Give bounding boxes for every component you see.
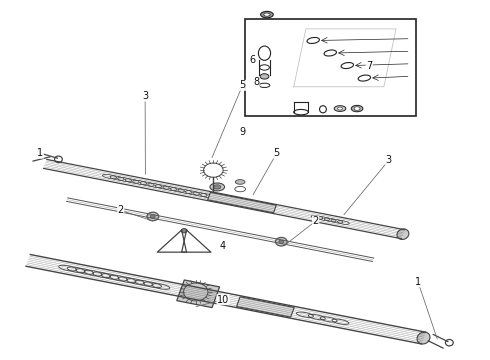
Ellipse shape — [181, 229, 187, 233]
Ellipse shape — [279, 240, 284, 243]
Text: 7: 7 — [366, 61, 372, 71]
Ellipse shape — [261, 12, 273, 18]
Polygon shape — [208, 192, 276, 213]
Ellipse shape — [264, 13, 270, 16]
Text: 1: 1 — [37, 148, 44, 158]
Text: 9: 9 — [240, 127, 245, 137]
Text: 3: 3 — [142, 91, 148, 101]
Ellipse shape — [351, 105, 363, 112]
Ellipse shape — [417, 332, 430, 344]
Ellipse shape — [354, 107, 360, 111]
Text: 5: 5 — [273, 148, 280, 158]
Text: 5: 5 — [240, 80, 245, 90]
Polygon shape — [237, 297, 294, 317]
Ellipse shape — [397, 229, 409, 239]
Ellipse shape — [275, 238, 287, 246]
Ellipse shape — [235, 180, 245, 184]
Ellipse shape — [334, 106, 346, 111]
Ellipse shape — [210, 183, 224, 191]
Ellipse shape — [338, 107, 343, 110]
Ellipse shape — [214, 185, 221, 189]
Text: 4: 4 — [220, 241, 226, 251]
Text: 8: 8 — [253, 77, 259, 87]
Ellipse shape — [150, 215, 155, 218]
Text: 2: 2 — [118, 205, 124, 215]
Text: 3: 3 — [386, 156, 392, 165]
Ellipse shape — [147, 212, 159, 221]
Text: 2: 2 — [313, 216, 319, 226]
Text: 10: 10 — [217, 295, 229, 305]
Ellipse shape — [260, 74, 269, 79]
Bar — [245, 19, 416, 116]
Text: 1: 1 — [415, 277, 421, 287]
Polygon shape — [177, 280, 220, 307]
Text: 6: 6 — [249, 55, 255, 65]
